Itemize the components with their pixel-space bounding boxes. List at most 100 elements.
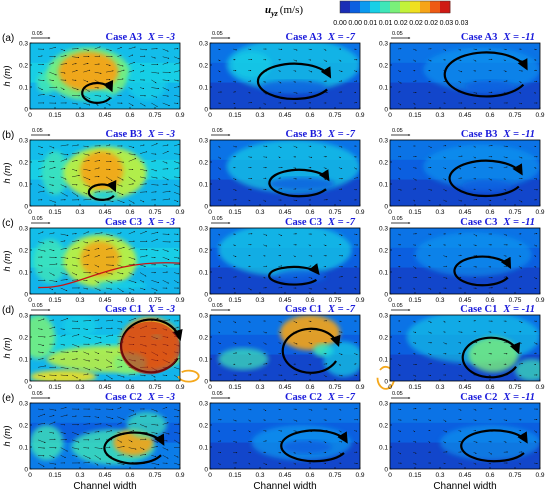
section-label: X = -7 — [327, 32, 356, 43]
quiver-arrow — [94, 438, 101, 441]
quiver-vectors — [37, 46, 180, 107]
y-tick-label: 0.3 — [199, 41, 208, 48]
quiver-arrow — [503, 441, 507, 443]
colorbar-swatch — [420, 1, 431, 13]
quiver-arrow — [37, 447, 45, 449]
x-axis-label: Channel width — [253, 481, 316, 491]
quiver-arrow — [37, 264, 43, 267]
x-tick-label: 0.45 — [99, 112, 112, 119]
quiver-arrow — [60, 272, 68, 276]
quiver-arrow — [105, 319, 114, 322]
quiver-arrow — [473, 419, 477, 421]
quiver-arrow — [117, 168, 123, 171]
quiver-arrow — [233, 441, 238, 443]
y-tick-label: 0.2 — [379, 423, 388, 430]
quiver-arrow — [533, 462, 538, 465]
quiver-arrow — [162, 271, 168, 273]
scale-label: 0.05 — [212, 31, 223, 37]
quiver-arrow — [139, 280, 145, 283]
case-label: Case C1 — [285, 304, 322, 315]
field-contour — [231, 51, 272, 79]
x-tick-label: 0.75 — [329, 297, 342, 304]
quiver-arrow — [151, 143, 158, 147]
quiver-vectors — [217, 145, 359, 202]
quiver-arrow — [117, 287, 124, 292]
quiver-arrow — [94, 264, 100, 268]
quiver-arrow — [60, 367, 69, 370]
quiver-arrow — [443, 167, 447, 170]
quiver-arrow — [248, 462, 251, 465]
x-tick-label: 0.3 — [75, 209, 84, 216]
quiver-arrow — [49, 62, 54, 65]
quiver-arrow — [278, 320, 282, 323]
quiver-arrow — [60, 192, 68, 197]
panel: 0 0.15 0.3 0.45 0.6 0.75 0.9 0 0.1 0.2 0.3 0.05 Case… — [19, 128, 185, 216]
section-label: X = -11 — [502, 129, 535, 140]
quiver-arrow — [117, 47, 122, 50]
quiver-arrow — [162, 190, 171, 193]
y-tick-label: 0.1 — [19, 357, 28, 364]
x-tick-label: 0.15 — [409, 209, 422, 216]
quiver-arrow — [83, 319, 92, 322]
quiver-arrow — [488, 462, 492, 465]
x-tick-label: 0.15 — [49, 384, 62, 391]
panel-title: Case C3 X = -7 — [285, 217, 356, 228]
quiver-arrow — [37, 145, 43, 148]
scale-label: 0.05 — [212, 391, 223, 397]
x-tick-label: 0.9 — [175, 384, 184, 391]
x-tick-label: 0.9 — [175, 297, 184, 304]
quiver-arrow — [139, 55, 146, 57]
quiver-arrow — [37, 166, 46, 170]
quiver-arrow — [428, 156, 431, 159]
quiver-arrow — [338, 452, 342, 455]
colorbar-tick-label: 0.02 — [424, 20, 438, 27]
quiver-arrow — [443, 462, 446, 465]
quiver-arrow — [71, 144, 79, 147]
colorbar-tick-label: 0.03 — [455, 20, 469, 27]
case-label: Case C1 — [105, 304, 142, 315]
quiver-arrow — [308, 441, 312, 443]
quiver-arrow — [412, 102, 416, 105]
panel-letter: (e) — [2, 393, 14, 404]
panel-title: Case C3 X = -11 — [460, 217, 535, 228]
quiver-arrow — [128, 46, 136, 50]
y-tick-label: 0 — [24, 467, 28, 474]
x-tick-label: 0.9 — [535, 472, 544, 479]
y-tick-label: 0.3 — [199, 313, 208, 320]
panel: 0 0.15 0.3 0.45 0.6 0.75 0.9 0 0.1 0.2 0.3 0.05 Case… — [379, 303, 545, 391]
quiver-arrow — [128, 102, 134, 106]
quiver-arrow — [71, 174, 80, 178]
x-tick-label: 0.3 — [255, 384, 264, 391]
scale-label: 0.05 — [392, 391, 403, 397]
y-tick-label: 0 — [384, 467, 388, 474]
y-tick-label: 0.1 — [379, 85, 388, 92]
field-contour — [276, 269, 327, 283]
quiver-arrow — [117, 272, 124, 275]
x-tick-label: 0.3 — [255, 472, 264, 479]
velocity-field — [210, 140, 360, 206]
quiver-arrow — [412, 59, 417, 62]
quiver-arrow — [94, 71, 102, 74]
y-tick-label: 0 — [204, 379, 208, 386]
quiver-arrow — [458, 199, 463, 202]
x-tick-label: 0 — [28, 472, 32, 479]
quiver-arrow — [413, 48, 417, 51]
panel-title: Case B3 X = -7 — [286, 129, 356, 140]
quiver-vectors — [217, 233, 359, 291]
quiver-arrow — [83, 62, 89, 65]
quiver-arrow — [151, 79, 157, 84]
y-axis-label: h (m) — [2, 163, 12, 184]
vortex-circulation — [256, 62, 332, 100]
quiver-arrow — [518, 276, 523, 278]
quiver-arrow — [71, 192, 79, 197]
y-tick-label: 0 — [204, 292, 208, 299]
quiver-arrow — [458, 374, 463, 377]
panel-title: Case B3 X = -3 — [106, 129, 175, 140]
quiver-arrow — [397, 145, 402, 148]
quiver-arrow — [488, 266, 492, 268]
quiver-arrow — [233, 342, 237, 344]
quiver-arrow — [428, 59, 432, 62]
quiver-arrow — [105, 48, 112, 52]
quiver-arrow — [397, 342, 401, 344]
quiver-arrow — [217, 48, 221, 51]
